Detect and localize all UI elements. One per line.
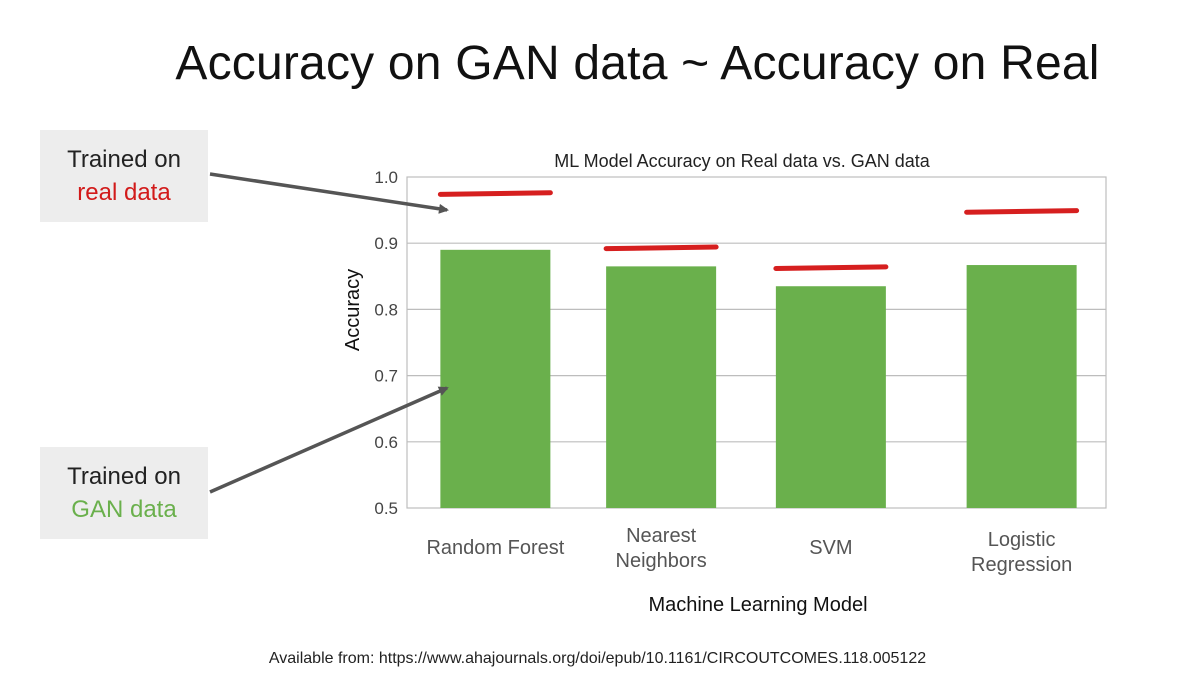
gan-data-bar bbox=[440, 249, 551, 508]
real-data-markers bbox=[437, 190, 1080, 271]
callout-real-line2: real data bbox=[77, 179, 171, 206]
slide-title: Accuracy on GAN data ~ Accuracy on Real bbox=[175, 37, 1100, 90]
arrow-gan bbox=[209, 386, 449, 494]
real-data-marker bbox=[773, 264, 889, 271]
y-tick-label: 1.0 bbox=[374, 168, 398, 187]
category-label: Logistic bbox=[988, 529, 1056, 551]
real-data-marker bbox=[964, 208, 1080, 215]
y-tick-label: 0.6 bbox=[374, 433, 398, 452]
category-label: Regression bbox=[971, 554, 1072, 576]
callout-gan-line1: Trained on bbox=[67, 463, 181, 490]
gan-data-bar bbox=[966, 265, 1077, 508]
plot-frame bbox=[406, 176, 1107, 509]
chart-title: ML Model Accuracy on Real data vs. GAN d… bbox=[554, 151, 931, 171]
y-axis-label: Accuracy bbox=[342, 269, 364, 351]
callout-real-line1: Trained on bbox=[67, 146, 181, 173]
arrow-real bbox=[209, 172, 449, 214]
category-label: Nearest bbox=[626, 525, 696, 547]
callout-gan-data: Trained on GAN data bbox=[40, 447, 208, 539]
real-data-marker bbox=[437, 190, 553, 197]
category-label: SVM bbox=[809, 537, 852, 559]
category-label: Neighbors bbox=[616, 550, 707, 572]
source-citation: Available from: https://www.ahajournals.… bbox=[268, 650, 927, 667]
bars bbox=[440, 249, 1077, 508]
real-data-marker bbox=[603, 244, 719, 252]
callout-real-data: Trained on real data bbox=[40, 130, 208, 222]
y-tick-labels: 0.5 0.6 0.7 0.8 0.9 1.0 bbox=[374, 168, 398, 518]
y-tick-label: 0.8 bbox=[374, 300, 398, 319]
callout-gan-line2: GAN data bbox=[71, 496, 177, 523]
category-label: Random Forest bbox=[426, 537, 564, 559]
gan-data-bar bbox=[606, 266, 717, 508]
y-tick-label: 0.5 bbox=[374, 499, 398, 518]
gan-data-bar bbox=[775, 286, 886, 508]
x-axis-label: Machine Learning Model bbox=[648, 594, 867, 616]
category-labels: Random Forest Nearest Neighbors SVM Logistic… bbox=[426, 525, 1072, 576]
y-tick-label: 0.7 bbox=[374, 367, 398, 386]
y-tick-label: 0.9 bbox=[374, 234, 398, 253]
